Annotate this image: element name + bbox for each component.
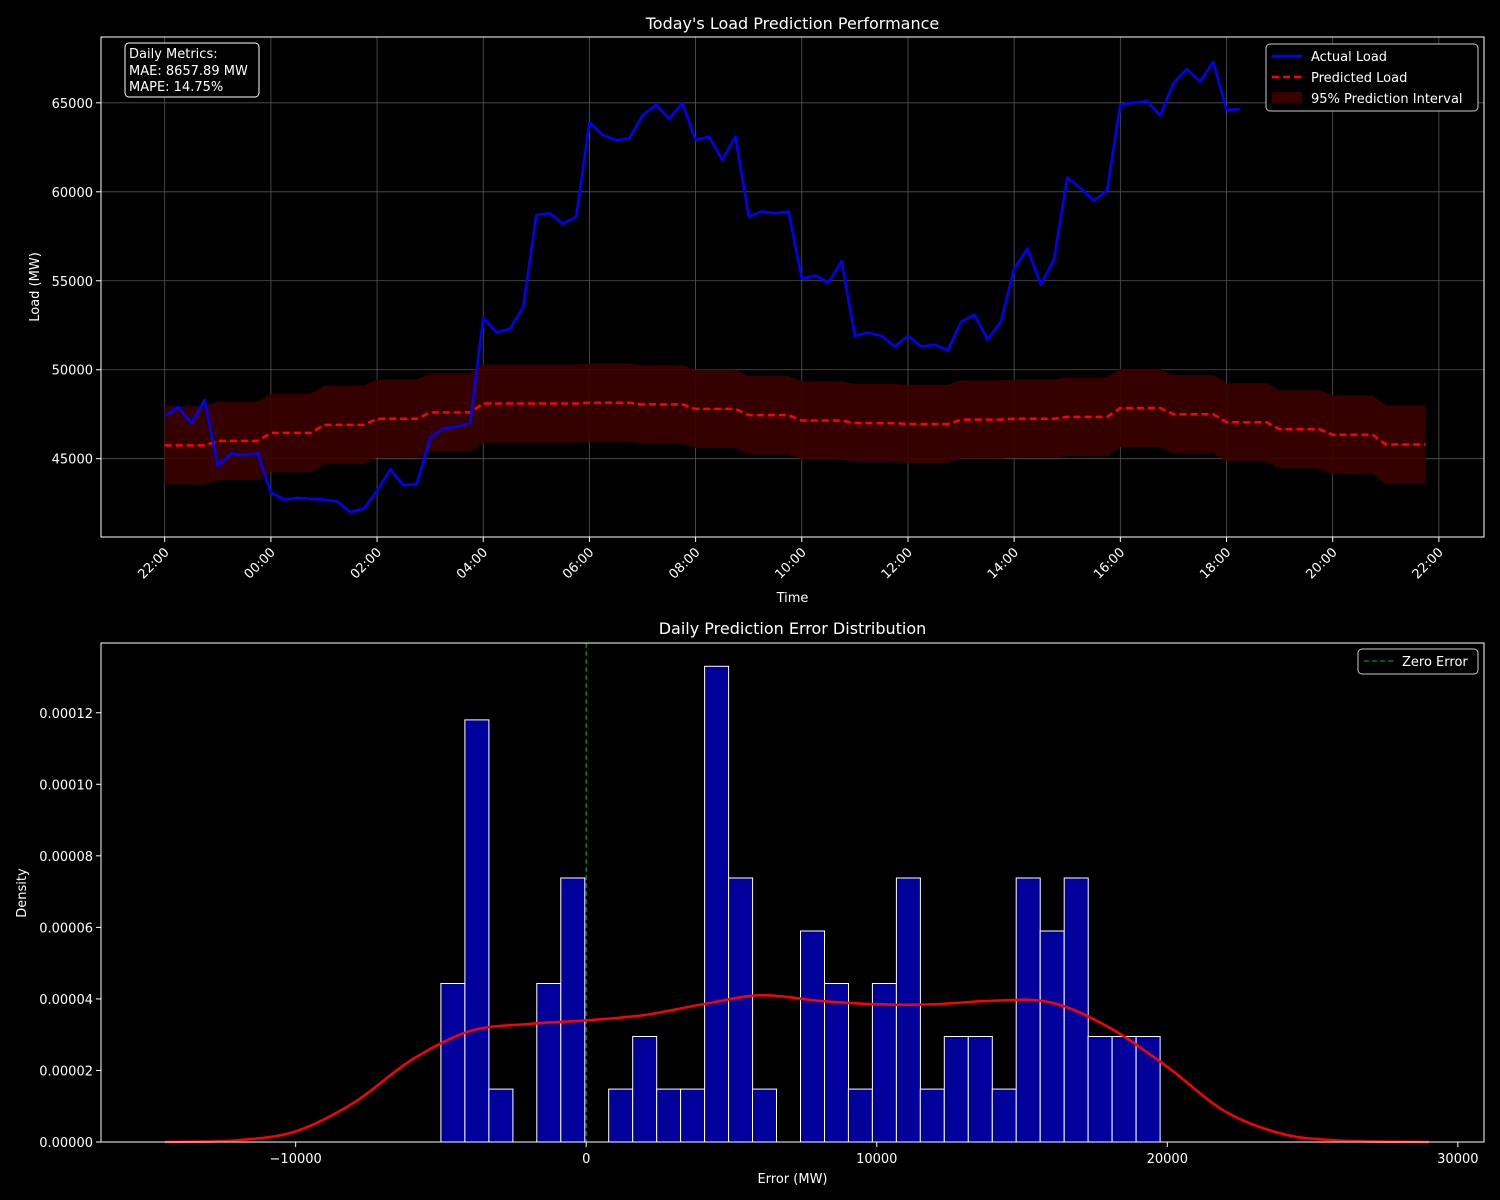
- plot-frame: [100, 642, 1485, 1143]
- legend-box: [1357, 648, 1479, 675]
- annotation-box: [124, 42, 260, 98]
- histogram-bar: [560, 877, 586, 1143]
- histogram-bar: [656, 1088, 682, 1143]
- y-tick-label: 0.00006: [39, 921, 93, 936]
- histogram-bar: [1087, 1036, 1113, 1143]
- y-tick-label: 0.00002: [39, 1064, 93, 1079]
- x-tick-label: 02:00: [348, 545, 385, 582]
- x-axis-ticks: 22:00 00:00 02:00 04:00 06:00 08:00 10:00 12:00…: [135, 537, 1447, 582]
- histogram-bar: [464, 719, 490, 1143]
- histogram-bar: [728, 877, 754, 1143]
- y-axis-label: Load (MW): [28, 252, 43, 322]
- histogram-bar: [895, 877, 921, 1143]
- histogram-bar: [536, 983, 562, 1143]
- histogram-bar: [871, 983, 897, 1143]
- x-tick-label: 10:00: [773, 545, 810, 582]
- x-tick-label: 18:00: [1197, 545, 1234, 582]
- y-axis-label: Density: [15, 868, 30, 918]
- y-tick-label: 50000: [52, 364, 93, 379]
- chart-title: Daily Prediction Error Distribution: [659, 619, 927, 638]
- annotation-line-1: Daily Metrics:: [129, 47, 218, 62]
- x-axis-label: Time: [776, 591, 809, 606]
- chart-title: Today's Load Prediction Performance: [645, 14, 940, 33]
- histogram-bar: [1111, 1036, 1137, 1143]
- y-tick-label: 0.00010: [39, 778, 93, 793]
- y-tick-label: 0.00012: [39, 707, 93, 722]
- y-axis-ticks: 45000 50000 55000 60000 65000: [52, 97, 101, 468]
- histogram-bars: [440, 665, 1161, 1143]
- annotation-line-3: MAPE: 14.75%: [129, 80, 223, 95]
- metrics-annotation: Daily Metrics: MAE: 8657.89 MW MAPE: 14.…: [124, 42, 260, 98]
- y-tick-label: 0.00000: [39, 1136, 93, 1151]
- predicted-load-line: [164, 401, 1426, 447]
- histogram-bar: [488, 1088, 514, 1143]
- histogram-bar: [800, 930, 825, 1143]
- y-tick-label: 60000: [52, 186, 93, 201]
- x-tick-label: 00:00: [242, 545, 279, 582]
- histogram-bar: [1039, 930, 1065, 1143]
- x-tick-label: 20:00: [1303, 545, 1340, 582]
- x-axis-label: Error (MW): [757, 1172, 827, 1187]
- histogram-bar: [943, 1036, 969, 1143]
- x-tick-label: 16:00: [1091, 545, 1128, 582]
- histogram-bar: [680, 1088, 706, 1143]
- legend-label-actual: Actual Load: [1311, 50, 1387, 65]
- prediction-interval-area: [164, 363, 1426, 485]
- histogram-bar: [752, 1088, 777, 1143]
- x-axis-ticks: −10000 0 10000 20000 30000: [270, 1142, 1479, 1167]
- legend-label-predicted: Predicted Load: [1311, 71, 1407, 86]
- histogram-bar: [991, 1088, 1017, 1143]
- x-tick-label: 30000: [1437, 1152, 1478, 1167]
- x-tick-label: 10000: [856, 1152, 897, 1167]
- series-lines: [164, 60, 1426, 514]
- legend-label-interval: 95% Prediction Interval: [1311, 92, 1463, 107]
- x-tick-label: 14:00: [985, 545, 1022, 582]
- histogram-bar: [608, 1088, 634, 1143]
- histogram-bar: [919, 1088, 945, 1143]
- x-tick-label: 12:00: [879, 545, 916, 582]
- y-axis-ticks: 0.00000 0.00002 0.00004 0.00006 0.00008 0.000…: [39, 707, 101, 1151]
- x-tick-label: 0: [582, 1152, 590, 1167]
- plot-frame: [100, 36, 1485, 538]
- histogram-bar: [967, 1036, 993, 1143]
- kde-curve-group: [164, 994, 1429, 1144]
- load-prediction-chart: 22:00 00:00 02:00 04:00 06:00 08:00 10:00 12:00…: [28, 14, 1485, 606]
- y-tick-label: 65000: [52, 97, 93, 112]
- x-tick-label: −10000: [270, 1152, 322, 1167]
- histogram-bar: [824, 983, 849, 1143]
- error-distribution-chart: −10000 0 10000 20000 30000 0.000000.000020.0…: [15, 619, 1485, 1187]
- histogram-bar: [847, 1088, 873, 1143]
- y-tick-label: 45000: [52, 453, 93, 468]
- histogram-bar: [440, 983, 466, 1143]
- legend-swatch-interval: [1272, 92, 1302, 103]
- x-tick-label: 06:00: [560, 545, 597, 582]
- histogram-bar: [1015, 877, 1041, 1143]
- x-tick-label: 08:00: [666, 545, 703, 582]
- kde-curve: [164, 994, 1429, 1144]
- y-tick-label: 55000: [52, 275, 93, 290]
- y-tick-label: 0.00008: [39, 850, 93, 865]
- legend-box: [1265, 43, 1479, 112]
- x-tick-label: 22:00: [135, 545, 172, 582]
- annotation-line-2: MAE: 8657.89 MW: [129, 64, 248, 79]
- legend-label-zero-error: Zero Error: [1402, 655, 1468, 670]
- x-tick-label: 22:00: [1410, 545, 1447, 582]
- legend: Actual Load Predicted Load 95% Predictio…: [1265, 43, 1479, 112]
- actual-load-line: [164, 60, 1240, 514]
- histogram-bar: [704, 665, 730, 1143]
- legend: Zero Error: [1357, 648, 1479, 675]
- histogram-bar: [632, 1036, 658, 1143]
- x-tick-label: 04:00: [454, 545, 491, 582]
- prediction-interval-band: [164, 363, 1426, 485]
- x-tick-label: 20000: [1147, 1152, 1188, 1167]
- plot-area: [101, 643, 1484, 1142]
- y-tick-label: 0.00004: [39, 993, 93, 1008]
